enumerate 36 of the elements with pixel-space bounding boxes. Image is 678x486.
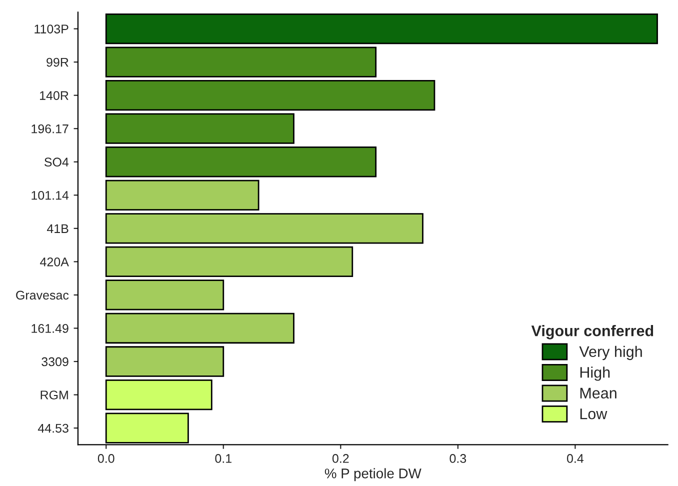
y-tick-label: Gravesac xyxy=(16,290,69,300)
bar xyxy=(105,379,212,410)
x-tick-label: 0.3 xyxy=(450,454,466,463)
y-tick-label: 140R xyxy=(40,91,68,100)
bar xyxy=(105,280,224,310)
bar xyxy=(105,80,436,111)
bar xyxy=(105,46,377,78)
y-tick-label: 161.49 xyxy=(32,324,68,333)
y-tick-label: 1103P xyxy=(34,24,68,34)
y-tick-label: 41B xyxy=(46,224,68,233)
y-tick-label: 3309 xyxy=(42,357,68,366)
y-tick-label: 101.14 xyxy=(32,190,69,200)
y-tick-label: 196.17 xyxy=(32,124,68,134)
bar xyxy=(105,146,377,178)
bar xyxy=(105,180,260,210)
y-tick-label: 44.53 xyxy=(38,424,68,433)
y-tick-label: RGM xyxy=(40,390,68,400)
legend-label: Low xyxy=(580,408,608,420)
x-tick-label: 0.1 xyxy=(215,454,232,463)
x-tick-label: 0.4 xyxy=(566,454,584,463)
legend-label: High xyxy=(580,366,610,381)
y-tick-label: 420A xyxy=(40,257,69,266)
x-tick-label: 0.0 xyxy=(98,454,114,463)
y-tick-label: 99R xyxy=(46,58,68,67)
bar xyxy=(105,13,658,44)
y-tick-label: SO4 xyxy=(44,158,69,167)
x-axis-title: % P petiole DW xyxy=(324,468,422,482)
legend-title: Vigour conferred xyxy=(531,325,654,340)
bar xyxy=(105,312,294,344)
bar xyxy=(105,213,424,244)
bar xyxy=(105,113,294,144)
legend-label: Very high xyxy=(579,346,642,360)
x-tick-label: 0.2 xyxy=(332,454,349,463)
bar xyxy=(105,246,354,278)
legend-label: Mean xyxy=(580,388,616,399)
bar xyxy=(105,346,224,377)
